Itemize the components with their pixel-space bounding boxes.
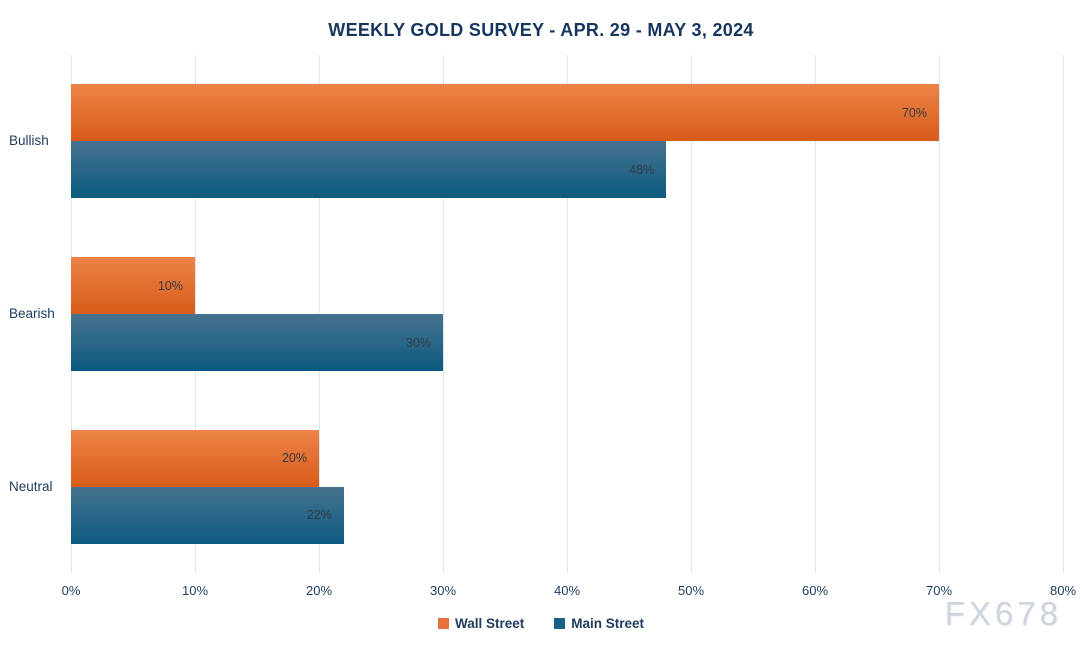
x-tick-label: 0% — [61, 583, 81, 598]
gridline — [815, 55, 816, 573]
legend-label: Main Street — [571, 616, 645, 631]
bar-value-label: 22% — [306, 508, 332, 523]
bar-value-label: 70% — [901, 105, 927, 120]
bar-main-street-neutral: 22% — [71, 486, 344, 544]
category-label-bullish: Bullish — [9, 133, 49, 149]
gridline — [443, 55, 444, 573]
gridline — [691, 55, 692, 573]
watermark: FX678 — [944, 595, 1062, 632]
bar-wall-street-bullish: 70% — [71, 84, 939, 142]
x-tick-label: 20% — [305, 583, 333, 598]
bar-value-label: 20% — [281, 451, 307, 466]
gridline — [1063, 55, 1064, 573]
gridline — [567, 55, 568, 573]
legend-label: Wall Street — [454, 616, 525, 631]
legend-swatch-icon — [437, 618, 449, 629]
chart-title: WEEKLY GOLD SURVEY - APR. 29 - MAY 3, 20… — [328, 20, 754, 40]
gridline — [939, 55, 940, 573]
plot-area: 70% 48% 10% 30% 20% 22% — [71, 55, 1064, 573]
x-tick-label: 80% — [1049, 583, 1077, 598]
x-tick-label: 50% — [677, 583, 705, 598]
legend-item-wall-street: Wall Street — [437, 616, 525, 631]
bar-value-label: 10% — [157, 278, 183, 293]
bar-value-label: 30% — [405, 335, 431, 350]
x-tick-label: 70% — [925, 583, 953, 598]
bar-wall-street-bearish: 10% — [71, 257, 195, 314]
x-tick-label: 10% — [181, 583, 209, 598]
category-axis: Bullish Bearish Neutral — [0, 55, 71, 573]
legend: Wall Street Main Street — [0, 616, 1082, 631]
legend-item-main-street: Main Street — [554, 616, 644, 631]
bar-wall-street-neutral: 20% — [71, 429, 319, 487]
category-label-bearish: Bearish — [9, 306, 55, 321]
bar-main-street-bullish: 48% — [71, 141, 667, 199]
x-axis: 0% 10% 20% 30% 40% 50% 60% 70% 80% — [62, 583, 1076, 601]
x-tick-label: 60% — [801, 583, 829, 598]
category-label-neutral: Neutral — [9, 478, 53, 494]
bar-main-street-bearish: 30% — [71, 314, 443, 371]
x-tick-label: 30% — [429, 583, 457, 598]
bar-value-label: 48% — [629, 162, 655, 177]
legend-swatch-icon — [554, 618, 566, 629]
x-tick-label: 40% — [553, 583, 581, 598]
